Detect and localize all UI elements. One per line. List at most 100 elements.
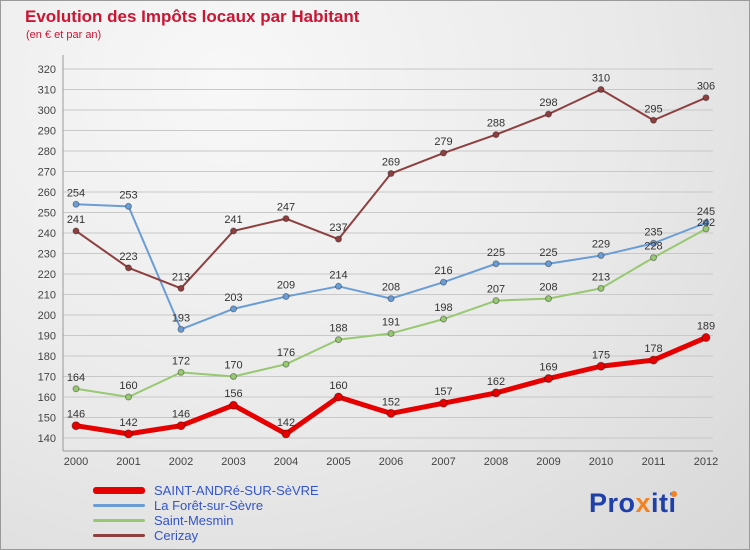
- x-axis-label: 2002: [169, 456, 193, 468]
- line-chart: 140 150 160 170 180 190 200 210 220 230 240 250 260 2…: [38, 55, 718, 468]
- page-subtitle: (en € et par an): [26, 29, 102, 41]
- data-point: [335, 336, 342, 344]
- data-point: [545, 110, 552, 118]
- x-axis-label: 2012: [694, 456, 718, 468]
- x-axis-label: 2008: [484, 456, 508, 468]
- data-point: [72, 200, 80, 208]
- value-label: 160: [329, 380, 347, 392]
- y-axis-label: 220: [38, 269, 56, 281]
- logo-x: x: [635, 488, 652, 518]
- legend-label: Cerizay: [154, 528, 199, 543]
- legend-swatch: [93, 519, 145, 522]
- value-label: 164: [67, 372, 85, 384]
- y-axis-label: 210: [38, 290, 56, 302]
- data-point: [440, 278, 447, 286]
- y-axis-label: 260: [38, 187, 56, 199]
- y-axis-label: 270: [38, 167, 56, 179]
- series-line-3: [75, 88, 707, 290]
- value-label: 298: [539, 97, 557, 109]
- data-point: [282, 293, 290, 301]
- data-point: [282, 360, 290, 368]
- data-point: [440, 149, 447, 157]
- data-point: [387, 170, 395, 178]
- x-axis-label: 2001: [116, 456, 140, 468]
- value-label: 193: [172, 312, 190, 324]
- data-point: [281, 429, 291, 439]
- value-label: 245: [697, 206, 715, 218]
- data-point: [597, 284, 605, 292]
- data-point: [230, 227, 237, 235]
- value-label: 189: [697, 321, 715, 333]
- value-label: 157: [434, 386, 452, 398]
- legend-label: La Forêt-sur-Sèvre: [154, 498, 264, 513]
- data-point: [72, 227, 80, 235]
- value-label: 253: [119, 189, 137, 201]
- value-label: 213: [172, 271, 190, 283]
- value-label: 156: [224, 388, 242, 400]
- data-point: [492, 260, 500, 268]
- x-axis-label: 2000: [64, 456, 88, 468]
- legend-item-1: La Forêt-sur-Sèvre: [93, 499, 319, 512]
- x-axis-label: 2010: [589, 456, 613, 468]
- value-label: 214: [329, 269, 347, 281]
- value-label: 198: [434, 302, 452, 314]
- value-label: 223: [119, 251, 137, 263]
- page-title: Evolution des Impôts locaux par Habitant: [25, 7, 360, 26]
- value-label: 203: [224, 292, 242, 304]
- y-axis-label: 280: [38, 146, 56, 158]
- data-point: [545, 260, 552, 268]
- data-point: [229, 400, 238, 410]
- x-axis-label: 2004: [274, 456, 298, 468]
- data-point: [440, 315, 447, 323]
- x-axis-label: 2011: [642, 456, 666, 468]
- logo-text-it: it: [651, 488, 669, 518]
- value-label: 216: [434, 265, 452, 277]
- y-axis-label: 320: [38, 64, 56, 76]
- value-label: 306: [697, 81, 715, 93]
- value-label: 209: [277, 280, 295, 292]
- y-axis-label: 160: [38, 392, 56, 404]
- data-point: [176, 421, 186, 431]
- data-point: [386, 408, 396, 418]
- value-label: 247: [277, 202, 295, 214]
- x-axis-label: 2003: [221, 456, 245, 468]
- y-axis-label: 140: [38, 433, 56, 445]
- data-point: [335, 282, 342, 290]
- value-label: 254: [67, 187, 85, 199]
- value-label: 288: [487, 118, 505, 130]
- logo-text-pro: Pro: [589, 488, 636, 518]
- legend-swatch: [93, 487, 145, 494]
- data-point: [387, 295, 395, 303]
- value-label: 228: [644, 241, 662, 253]
- value-label: 176: [277, 347, 295, 359]
- value-label: 146: [67, 409, 85, 421]
- value-label: 160: [119, 380, 137, 392]
- data-point: [650, 239, 657, 247]
- y-axis-label: 290: [38, 126, 56, 138]
- proxiti-logo: Proxiti: [589, 488, 677, 519]
- value-label: 142: [277, 417, 295, 429]
- value-label: 279: [434, 136, 452, 148]
- data-point: [492, 297, 500, 305]
- data-point: [439, 398, 448, 408]
- value-label: 241: [67, 214, 85, 226]
- logo-text-i: i: [668, 488, 677, 518]
- legend-swatch: [93, 504, 145, 507]
- value-label: 169: [539, 362, 557, 374]
- y-axis-label: 190: [38, 331, 56, 343]
- data-point: [596, 361, 606, 371]
- legend-item-3: Cerizay: [93, 529, 319, 542]
- data-point: [177, 325, 185, 333]
- value-label: 235: [644, 226, 662, 238]
- value-label: 162: [487, 376, 505, 388]
- value-label: 310: [592, 73, 610, 85]
- value-label: 242: [697, 217, 715, 229]
- series-line-1: [75, 203, 707, 331]
- value-label: 207: [487, 284, 505, 296]
- data-point: [125, 264, 132, 272]
- value-label: 142: [119, 417, 137, 429]
- data-point: [701, 333, 711, 343]
- legend-label: Saint-Mesmin: [154, 513, 234, 528]
- x-axis-label: 2009: [536, 456, 560, 468]
